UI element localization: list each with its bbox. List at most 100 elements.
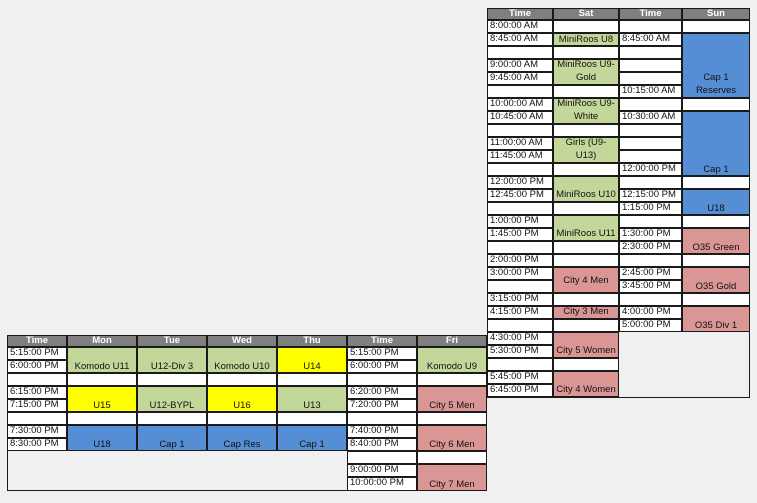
- sun-time-cell: [619, 215, 682, 228]
- sat-time-cell: 4:15:00 PM: [487, 306, 553, 319]
- sun-time-cell: [619, 46, 682, 59]
- sat-event: MiniRoos U8: [553, 33, 619, 46]
- sun-time-cell: 3:45:00 PM: [619, 280, 682, 293]
- header-time-sat: Time: [487, 8, 553, 20]
- sat-time-cell: 8:45:00 AM: [487, 33, 553, 46]
- tue-event: U12-BYPL: [137, 386, 207, 412]
- sat-time-cell: 6:45:00 PM: [487, 384, 553, 397]
- sat-time-cell: 2:00:00 PM: [487, 254, 553, 267]
- sat-event: MiniRoos U9-Gold: [553, 59, 619, 85]
- weekday-time-cell: [7, 373, 67, 386]
- wed-empty-cell: [207, 412, 277, 425]
- sun-time-cell: [619, 72, 682, 85]
- thu-empty-cell: [277, 412, 347, 425]
- sun-empty-cell: [682, 215, 750, 228]
- fri-time-cell: [347, 373, 417, 386]
- header-thu: Thu: [277, 335, 347, 347]
- sun-time-cell: 12:00:00 PM: [619, 163, 682, 176]
- sat-event: MiniRoos U9-White: [553, 98, 619, 124]
- fri-time-cell: [347, 451, 417, 464]
- header-mon: Mon: [67, 335, 137, 347]
- sat-time-cell: 1:00:00 PM: [487, 215, 553, 228]
- weekday-time-cell: 7:15:00 PM: [7, 399, 67, 412]
- sun-time-cell: 1:15:00 PM: [619, 202, 682, 215]
- weekday-time-cell: [7, 412, 67, 425]
- sat-time-cell: 5:45:00 PM: [487, 371, 553, 384]
- sat-time-cell: 9:45:00 AM: [487, 72, 553, 85]
- mon-event: U18: [67, 425, 137, 451]
- sat-event-label: City 4 Men: [563, 275, 609, 286]
- tue-event: U12-Div 3: [137, 347, 207, 373]
- mon-event: U15: [67, 386, 137, 412]
- thu-event: U14: [277, 347, 347, 373]
- fri-time-cell: [347, 412, 417, 425]
- sat-time-cell: 4:30:00 PM: [487, 332, 553, 345]
- sat-time-cell: 12:00:00 PM: [487, 176, 553, 189]
- wed-empty-cell: [207, 373, 277, 386]
- fri-time-cell: 7:20:00 PM: [347, 399, 417, 412]
- sat-time-cell: [487, 319, 553, 332]
- sun-time-cell: 2:45:00 PM: [619, 267, 682, 280]
- sat-empty-cell: [553, 293, 619, 306]
- header-sun: Sun: [682, 8, 750, 20]
- sat-empty-cell: [553, 202, 619, 215]
- sun-time-cell: [619, 59, 682, 72]
- sat-empty-cell: [553, 241, 619, 254]
- sat-time-cell: [487, 46, 553, 59]
- fri-time-cell: 9:00:00 PM: [347, 464, 417, 477]
- sat-time-cell: 8:00:00 AM: [487, 20, 553, 33]
- fri-event: City 5 Men: [417, 386, 487, 412]
- sat-empty-cell: [553, 254, 619, 267]
- sat-time-cell: 1:45:00 PM: [487, 228, 553, 241]
- sat-time-cell: [487, 202, 553, 215]
- weekday-time-cell: 6:15:00 PM: [7, 386, 67, 399]
- sun-time-cell: [619, 293, 682, 306]
- sun-time-cell: 4:00:00 PM: [619, 306, 682, 319]
- fri-time-cell: 6:00:00 PM: [347, 360, 417, 373]
- sat-empty-cell: [553, 319, 619, 332]
- sun-time-cell: 12:15:00 PM: [619, 189, 682, 202]
- sun-time-cell: 10:30:00 AM: [619, 111, 682, 124]
- sat-event: Girls (U9-U13): [553, 137, 619, 163]
- weekday-time-cell: 5:15:00 PM: [7, 347, 67, 360]
- fri-empty-cell: [417, 373, 487, 386]
- sat-event: City 5 Women: [553, 332, 619, 358]
- sun-time-cell: [619, 176, 682, 189]
- sun-event: Cap 1 Reserves: [682, 33, 750, 98]
- sat-empty-cell: [553, 85, 619, 98]
- sun-event: O35 Green: [682, 228, 750, 254]
- sat-time-cell: 11:45:00 AM: [487, 150, 553, 163]
- sat-empty-cell: [553, 46, 619, 59]
- sun-event: O35 Div 1: [682, 306, 750, 332]
- fri-event: City 7 Men: [417, 464, 487, 491]
- fri-time-cell: 6:20:00 PM: [347, 386, 417, 399]
- sat-time-cell: [487, 124, 553, 137]
- sat-time-cell: 10:00:00 AM: [487, 98, 553, 111]
- header-tue: Tue: [137, 335, 207, 347]
- fri-event: Komodo U9: [417, 347, 487, 373]
- sun-time-cell: [619, 98, 682, 111]
- sat-time-cell: 3:15:00 PM: [487, 293, 553, 306]
- sun-time-cell: 1:30:00 PM: [619, 228, 682, 241]
- sat-event: City 4 Women: [553, 371, 619, 397]
- sun-empty-cell: [682, 98, 750, 111]
- sun-empty-cell: [682, 176, 750, 189]
- tue-event: Cap 1: [137, 425, 207, 451]
- header-wed: Wed: [207, 335, 277, 347]
- sat-time-cell: 5:30:00 PM: [487, 345, 553, 358]
- sun-time-cell: 5:00:00 PM: [619, 319, 682, 332]
- thu-event: U13: [277, 386, 347, 412]
- header-time-weekday: Time: [7, 335, 67, 347]
- weekday-time-cell: 6:00:00 PM: [7, 360, 67, 373]
- fri-time-cell: 8:40:00 PM: [347, 438, 417, 451]
- sun-time-cell: 8:45:00 AM: [619, 33, 682, 46]
- wed-event: Komodo U10: [207, 347, 277, 373]
- sat-empty-cell: [553, 124, 619, 137]
- sat-time-cell: 11:00:00 AM: [487, 137, 553, 150]
- mon-event: Komodo U11: [67, 347, 137, 373]
- tue-empty-cell: [137, 412, 207, 425]
- thu-empty-cell: [277, 373, 347, 386]
- sat-time-cell: [487, 280, 553, 293]
- sun-time-cell: [619, 124, 682, 137]
- sat-empty-cell: [553, 20, 619, 33]
